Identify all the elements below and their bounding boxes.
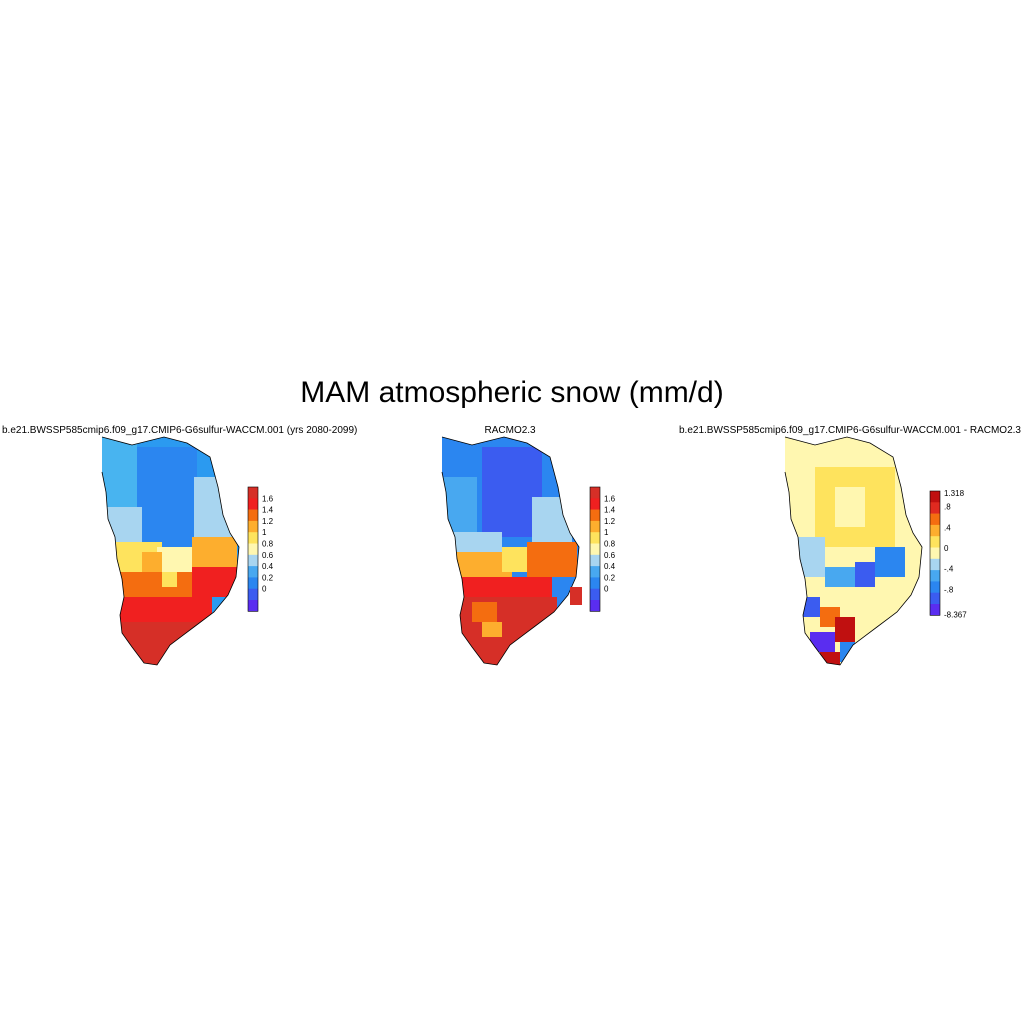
colorbar-swatch [590,577,600,589]
colorbar-swatch [930,491,940,503]
colorbar-tick-label: 1.6 [262,494,274,503]
colorbar-diff: 1.318 .8 .4 0 -.4 -.8 -8.367 [929,489,967,619]
colorbar-swatch [248,509,258,522]
colorbar-swatch [248,554,258,567]
colorbar-tick-label: 1 [262,528,267,537]
figure-title: MAM atmospheric snow (mm/d) [300,376,724,409]
colorbar-swatch [930,604,940,616]
colorbar-swatch [248,487,258,499]
panel-title-diff: b.e21.BWSSP585cmip6.f09_g17.CMIP6-G6sulf… [679,425,1021,436]
colorbar-frame [247,486,259,612]
colorbar-tick-label: 0.2 [262,573,274,582]
colorbar-frame [589,486,601,612]
colorbar-swatch [248,600,258,612]
colorbar-swatch [590,532,600,544]
colorbar-swatch [590,543,600,556]
panel-title-racmo: RACMO2.3 [484,425,536,436]
colorbar-tick-label: 1 [604,528,609,537]
colorbar-swatch [248,520,258,533]
colorbar-swatch [248,532,258,544]
colorbar-swatch [248,588,258,601]
colorbar-swatch [248,577,258,589]
colorbar-swatch [930,547,940,560]
colorbar-swatch [930,570,940,582]
colorbar-tick-label: 1.4 [262,506,274,515]
colorbar-swatch [930,502,940,514]
colorbar-tick-label: 0 [604,585,609,594]
colorbar-model: 1.6 1.4 1.2 1 0.8 0.6 0.4 0.2 0 [247,486,274,612]
colorbar-swatch [590,487,600,499]
colorbar-tick-label: -.4 [944,565,954,574]
colorbar-tick-label: 0.6 [262,551,274,560]
colorbar-tick-label: 1.2 [262,517,274,526]
colorbar-racmo: 1.6 1.4 1.2 1 0.8 0.6 0.4 0.2 0 [589,486,616,612]
colorbar-swatch [590,520,600,533]
colorbar-tick-label: 0.6 [604,551,616,560]
panel-title-model: b.e21.BWSSP585cmip6.f09_g17.CMIP6-G6sulf… [2,425,358,436]
colorbar-tick-label: 0 [262,585,267,594]
colorbar-tick-label: 0.4 [604,562,616,571]
colorbar-tick-label: .8 [944,503,951,512]
colorbar-tick-label: -8.367 [944,610,967,619]
map-panel-diff [784,436,923,666]
colorbar-tick-label: .4 [944,523,951,532]
colorbar-tick-label: 1.2 [604,517,616,526]
colorbar-tick-label: 0 [944,544,949,553]
colorbar-swatch [248,566,258,578]
colorbar-tick-label: 1.318 [944,489,965,498]
map-panel-model [101,436,240,666]
colorbar-tick-label: 0.8 [262,540,274,549]
colorbar-tick-label: 0.8 [604,540,616,549]
colorbar-tick-label: 1.4 [604,506,616,515]
colorbar-swatch [590,566,600,578]
colorbar-swatch [248,498,258,510]
colorbar-swatch [590,600,600,612]
colorbar-swatch [930,592,940,605]
colorbar-swatch [930,558,940,571]
map-panel-racmo [441,436,582,666]
colorbar-tick-label: 1.6 [604,494,616,503]
colorbar-swatch [590,554,600,567]
colorbar-swatch [590,498,600,510]
colorbar-tick-label: 0.4 [262,562,274,571]
colorbar-swatch [930,524,940,537]
colorbar-tick-label: 0.2 [604,573,616,582]
colorbar-swatch [590,509,600,522]
colorbar-swatch [248,543,258,556]
colorbar-swatch [930,513,940,526]
colorbar-swatch [590,588,600,601]
colorbar-swatch [930,581,940,593]
colorbar-tick-label: -.8 [944,585,954,594]
colorbar-swatch [930,536,940,548]
colorbar-frame [929,490,941,616]
